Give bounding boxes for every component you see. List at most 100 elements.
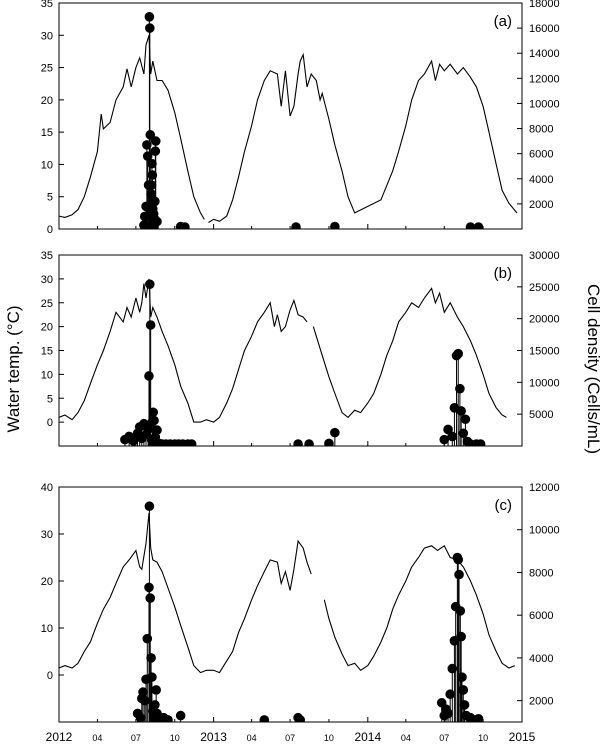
plot-area bbox=[59, 501, 516, 722]
cell-density-point bbox=[147, 672, 157, 682]
cell-density-point bbox=[138, 687, 148, 697]
cell-density-point bbox=[453, 554, 464, 565]
plot-frame bbox=[58, 254, 523, 447]
cell-density-point bbox=[180, 222, 190, 229]
cell-density-point bbox=[186, 439, 197, 446]
y-right-tick-label: 2000 bbox=[529, 199, 553, 211]
y-left-tick-label: 5 bbox=[47, 393, 53, 405]
cell-density-point bbox=[150, 196, 160, 207]
y-right-tick-label: 8000 bbox=[529, 124, 553, 136]
y-left-tick-label: 20 bbox=[41, 322, 53, 334]
cell-density-point bbox=[139, 695, 150, 706]
x-tick-label: 2012 bbox=[46, 730, 73, 744]
cell-density-point bbox=[144, 582, 154, 593]
plot-area bbox=[59, 12, 518, 229]
water-temp-line bbox=[59, 512, 312, 674]
cell-density-point bbox=[449, 636, 460, 646]
water-temp-line bbox=[59, 35, 205, 220]
y-left-tick-label: 10 bbox=[41, 369, 53, 381]
y-left-tick-label: 35 bbox=[41, 0, 53, 10]
cell-density-point bbox=[458, 685, 469, 695]
cell-density-point bbox=[147, 170, 158, 180]
cell-density-point bbox=[295, 715, 306, 722]
cell-density-point bbox=[147, 158, 157, 169]
cell-density-point bbox=[149, 415, 159, 426]
cell-density-point bbox=[144, 371, 154, 381]
y-left-tick-label: 25 bbox=[41, 63, 53, 75]
cell-density-point bbox=[324, 438, 334, 446]
y-right-tick-label: 10000 bbox=[529, 525, 560, 537]
y-right-tick-label: 15000 bbox=[529, 346, 560, 358]
y-right-tick-label: 12000 bbox=[529, 482, 560, 494]
cell-density-point bbox=[142, 151, 153, 161]
water-temp-line bbox=[59, 278, 308, 423]
y-right-tick-label: 6000 bbox=[529, 149, 553, 161]
cell-density-point bbox=[152, 216, 162, 227]
y-left-tick-label: 10 bbox=[41, 159, 53, 171]
cell-density-point bbox=[163, 715, 173, 722]
water-temp-line bbox=[312, 287, 507, 419]
y-left-tick-label: 25 bbox=[41, 298, 53, 310]
y-left-tick-label: 30 bbox=[41, 529, 53, 541]
cell-density-point bbox=[142, 140, 152, 150]
cell-density-point bbox=[455, 383, 465, 394]
cell-density-point bbox=[453, 348, 464, 359]
cell-density-point bbox=[148, 407, 159, 418]
cell-density-point bbox=[128, 436, 139, 446]
y-right-tick-label: 20000 bbox=[529, 314, 560, 326]
panel-c: 0 10 20 30 40 2000 4000 6000 8000 10000 12000 2012 0… bbox=[41, 482, 560, 744]
y-left-tick-label: 30 bbox=[41, 30, 53, 42]
cell-density-point bbox=[139, 211, 150, 222]
cell-density-point bbox=[443, 708, 453, 719]
y-left-tick-label: 0 bbox=[47, 417, 53, 429]
cell-density-point bbox=[458, 428, 469, 439]
y-left-axis-title: Water temp. (°C) bbox=[4, 305, 23, 432]
cell-density-point bbox=[291, 222, 301, 229]
cell-density-point bbox=[145, 320, 156, 330]
cell-density-point bbox=[150, 136, 161, 146]
y-right-tick-label: 4000 bbox=[529, 653, 553, 665]
cell-density-point bbox=[150, 700, 160, 710]
x-tick-label: 04 bbox=[247, 733, 257, 743]
cell-density-point bbox=[175, 710, 186, 721]
cell-density-point bbox=[456, 631, 466, 642]
y-right-tick-label: 4000 bbox=[529, 174, 553, 186]
cell-density-point bbox=[439, 434, 450, 445]
cell-density-point bbox=[443, 424, 453, 435]
cell-density-point bbox=[304, 439, 314, 446]
cell-density-point bbox=[445, 689, 455, 700]
cell-density-point bbox=[460, 414, 471, 425]
cell-density-point bbox=[447, 431, 458, 442]
cell-density-point bbox=[144, 12, 155, 22]
y-left-tick-label: 15 bbox=[41, 127, 53, 139]
y-right-tick-label: 12000 bbox=[529, 73, 560, 85]
plot-area bbox=[59, 278, 507, 446]
cell-density-point bbox=[142, 633, 153, 644]
cell-density-point bbox=[146, 180, 157, 190]
y-left-tick-label: 20 bbox=[41, 95, 53, 107]
cell-density-point bbox=[150, 146, 161, 156]
panel-label: (a) bbox=[494, 13, 512, 30]
cell-density-point bbox=[459, 700, 470, 710]
cell-density-point bbox=[465, 222, 476, 229]
x-tick-label: 04 bbox=[401, 733, 411, 743]
y-left-tick-label: 20 bbox=[41, 576, 53, 588]
cell-density-point bbox=[145, 130, 156, 140]
y-right-tick-label: 6000 bbox=[529, 610, 553, 622]
cell-density-point bbox=[330, 221, 340, 229]
y-right-tick-label: 10000 bbox=[529, 98, 560, 110]
x-tick-label: 07 bbox=[439, 733, 449, 743]
y-right-tick-label: 2000 bbox=[529, 696, 553, 708]
y-right-tick-label: 25000 bbox=[529, 282, 560, 294]
x-tick-label: 10 bbox=[324, 733, 334, 743]
y-left-tick-label: 35 bbox=[41, 250, 53, 262]
cell-density-point bbox=[293, 439, 303, 446]
cell-density-point bbox=[146, 653, 156, 663]
cell-density-point bbox=[145, 279, 155, 290]
panel-a: 0 5 10 15 20 25 30 35 2000 4000 6000 8000 10000 12000… bbox=[41, 0, 560, 236]
y-right-tick-label: 30000 bbox=[529, 250, 560, 262]
y-right-tick-label: 10000 bbox=[529, 377, 560, 389]
cell-density-point bbox=[457, 672, 467, 682]
cell-density-point bbox=[447, 663, 458, 674]
